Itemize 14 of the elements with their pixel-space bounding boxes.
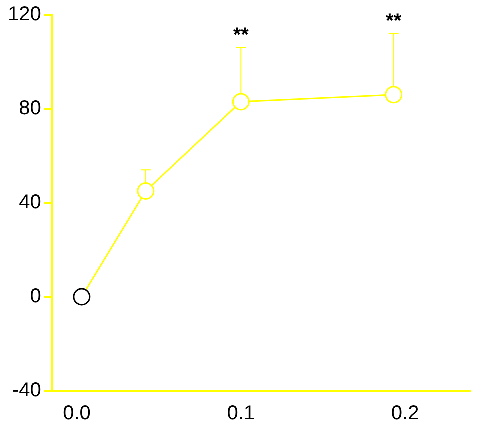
y-tick-label: 0 bbox=[30, 286, 42, 308]
annotation: ** bbox=[233, 24, 250, 46]
point bbox=[137, 182, 155, 200]
y-tick-label: 40 bbox=[19, 192, 42, 214]
point bbox=[232, 93, 250, 111]
x-tick-label: 0.1 bbox=[227, 402, 256, 425]
y-tick-label: 80 bbox=[19, 98, 42, 120]
y-tick-label: -40 bbox=[12, 380, 42, 402]
point bbox=[385, 86, 403, 104]
x-tick-label: 0.2 bbox=[391, 402, 420, 425]
annotation: ** bbox=[386, 10, 402, 32]
x-tick-label: 0.0 bbox=[63, 402, 91, 425]
point bbox=[73, 288, 91, 306]
y-tick-label: 120 bbox=[8, 4, 42, 26]
